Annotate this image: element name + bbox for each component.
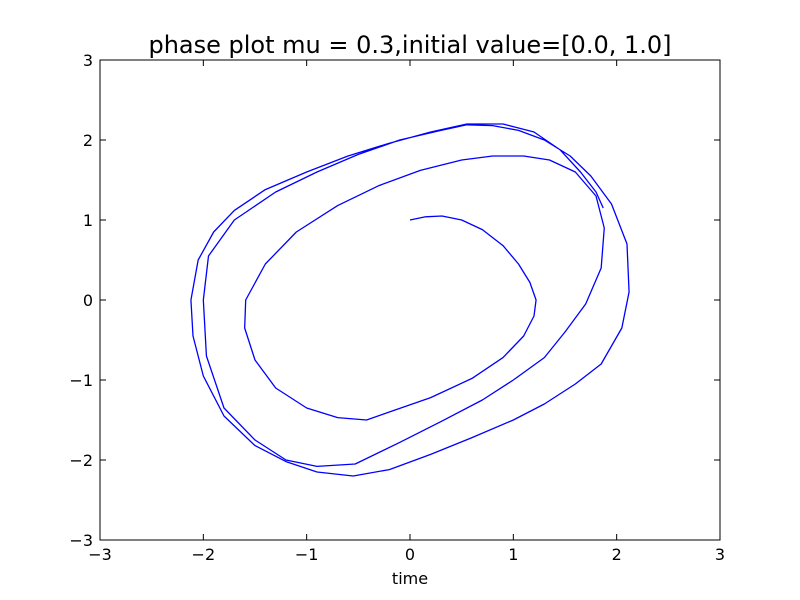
x-tick-label: 0 [405,545,415,564]
y-tick-label: 0 [83,291,93,310]
x-tick-label: 3 [715,545,725,564]
y-tick-label: 2 [83,131,93,150]
axis-ticks: −3 −2 −1 0 1 2 3 −3 −2 −1 0 1 2 3 [69,51,725,564]
x-tick-label: −1 [295,545,319,564]
x-tick-label: 1 [508,545,518,564]
series-line-0 [190,123,630,477]
y-tick-label: 3 [83,51,93,70]
y-tick-label: −1 [69,371,93,390]
chart-title: phase plot mu = 0.3,initial value=[0.0, … [148,31,671,59]
y-tick-label: −3 [69,531,93,550]
x-axis-label: time [392,569,428,588]
x-tick-label: 2 [612,545,622,564]
y-tick-label: −2 [69,451,93,470]
plot-content [190,123,630,477]
x-tick-label: −3 [88,545,112,564]
y-tick-label: 1 [83,211,93,230]
x-tick-label: −2 [192,545,216,564]
